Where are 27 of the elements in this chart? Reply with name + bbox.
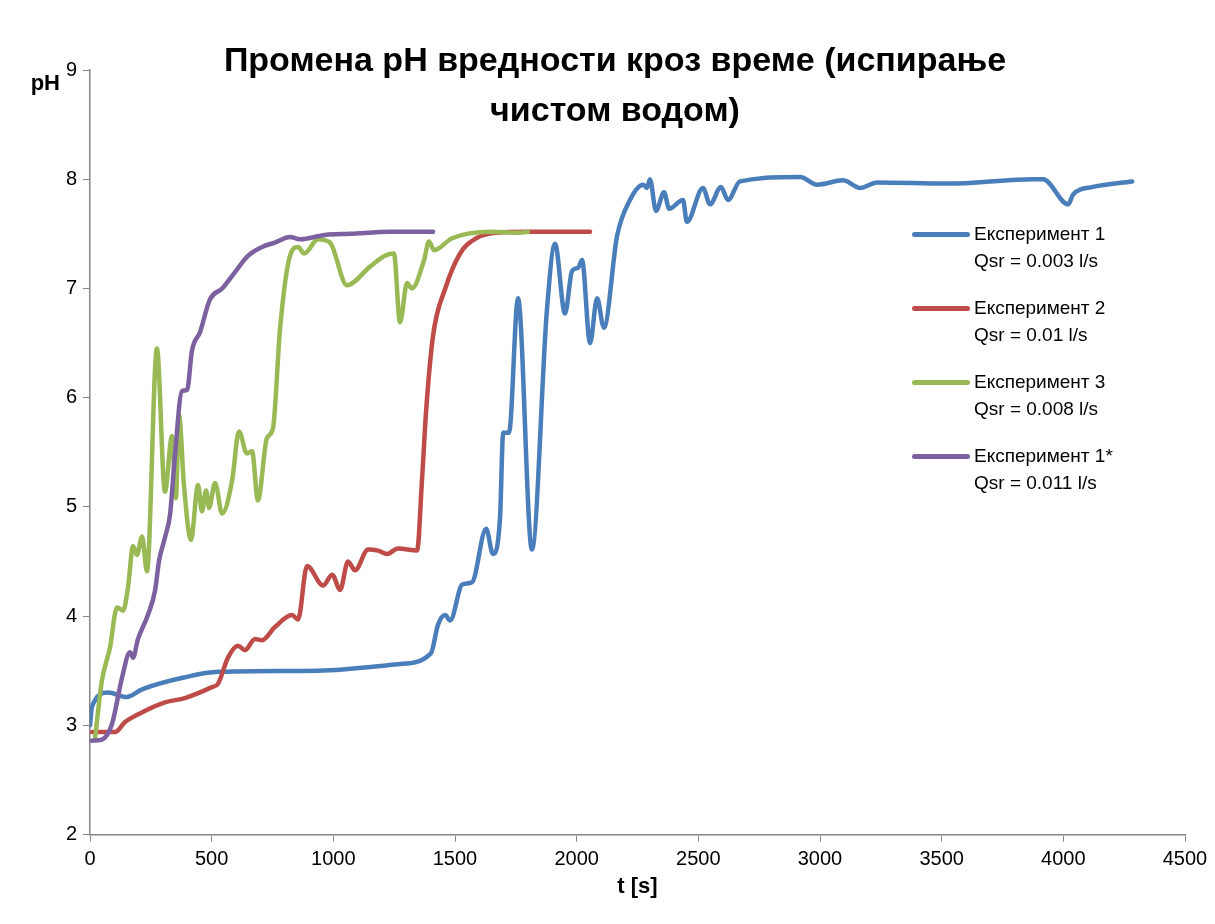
x-tick-label: 0 bbox=[84, 847, 96, 870]
x-tick-label: 2500 bbox=[676, 847, 721, 870]
x-tick-label: 4500 bbox=[1162, 847, 1208, 870]
legend-label: Експеримент 1* Qsr = 0.011 l/s bbox=[974, 444, 1113, 495]
y-tick-label: 7 bbox=[65, 275, 77, 298]
y-tick-label: 8 bbox=[65, 166, 77, 189]
y-tick-label: 4 bbox=[65, 603, 77, 626]
x-tick-label: 3000 bbox=[797, 847, 843, 870]
x-tick-label: 1000 bbox=[311, 847, 356, 870]
x-tick-label: 2000 bbox=[554, 847, 599, 870]
x-tick-label: 500 bbox=[194, 847, 229, 870]
legend-label: Експеримент 3 Qsr = 0.008 l/s bbox=[974, 370, 1106, 421]
y-axis-title: pH bbox=[30, 70, 60, 96]
chart-title: Промена pH вредности кроз време (испирање чистом водом) bbox=[223, 40, 1007, 129]
x-tick-label: 1500 bbox=[432, 847, 478, 870]
x-axis-title: t [s] bbox=[617, 872, 658, 898]
legend-label: Експеримент 2 Qsr = 0.01 l/s bbox=[974, 296, 1106, 347]
x-tick-label: 3500 bbox=[919, 847, 964, 870]
y-tick-label: 6 bbox=[65, 385, 77, 408]
y-tick-label: 9 bbox=[65, 57, 77, 80]
y-tick-label: 5 bbox=[65, 494, 77, 517]
y-tick-label: 2 bbox=[65, 822, 77, 845]
line-series bbox=[90, 174, 1135, 728]
legend-label: Експеримент 1 Qsr = 0.003 l/s bbox=[974, 222, 1106, 273]
y-tick-label: 3 bbox=[65, 712, 77, 735]
x-tick-label: 4000 bbox=[1041, 847, 1086, 870]
line-series bbox=[90, 229, 436, 743]
